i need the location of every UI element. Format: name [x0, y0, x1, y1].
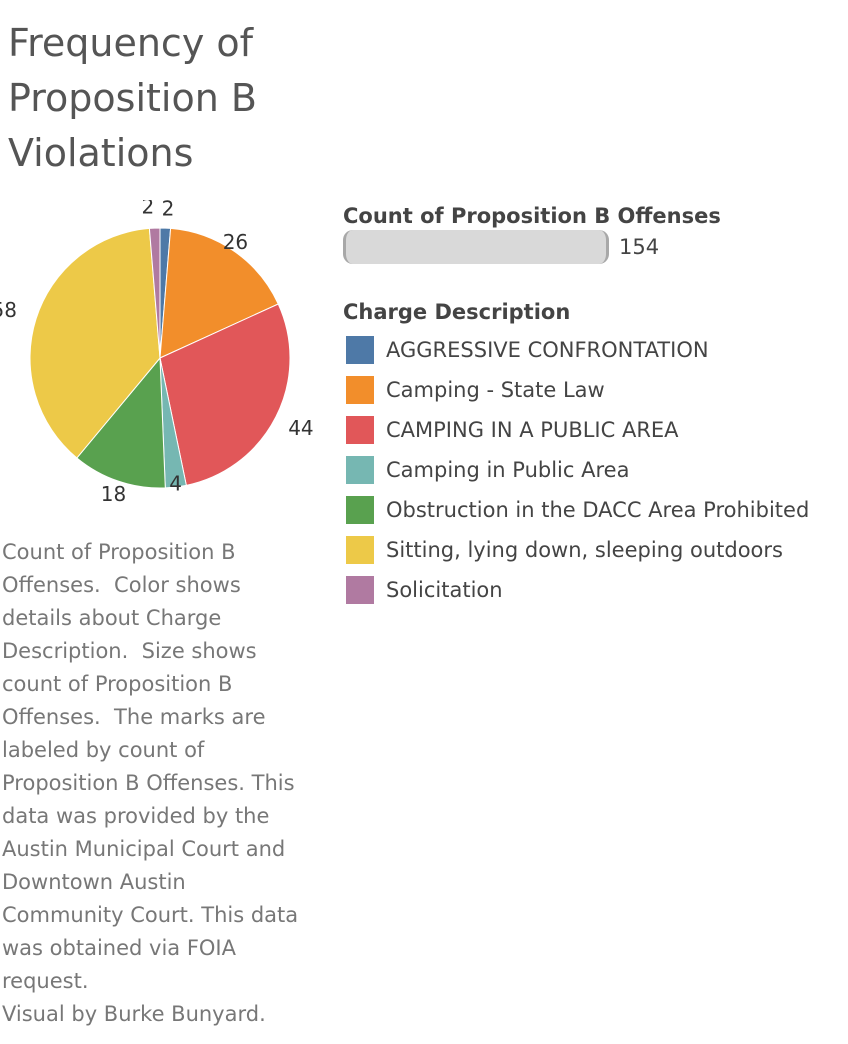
color-legend-items: AGGRESSIVE CONFRONTATION Camping - State … [343, 330, 809, 610]
legend-item[interactable]: AGGRESSIVE CONFRONTATION [343, 330, 809, 370]
legend-item[interactable]: Obstruction in the DACC Area Prohibited [343, 490, 809, 530]
pie-slice[interactable] [29, 227, 161, 459]
color-legend: Charge Description AGGRESSIVE CONFRONTAT… [343, 300, 809, 610]
size-legend-title: Count of Proposition B Offenses [343, 204, 721, 228]
pie-data-label: 18 [101, 482, 126, 506]
size-legend: Count of Proposition B Offenses 154 [343, 204, 721, 264]
legend-label: CAMPING IN A PUBLIC AREA [386, 418, 679, 442]
legend-swatch [346, 376, 374, 404]
size-legend-value: 154 [619, 235, 660, 259]
pie-slice[interactable] [76, 356, 166, 489]
color-legend-title: Charge Description [343, 300, 571, 324]
pie-data-label: 2 [142, 200, 155, 219]
size-legend-row: 154 [343, 230, 721, 264]
legend-label: Sitting, lying down, sleeping outdoors [386, 538, 783, 562]
legend-item[interactable]: Camping - State Law [343, 370, 809, 410]
legend-swatch [346, 456, 374, 484]
legend-swatch [346, 496, 374, 524]
legend-label: Solicitation [386, 578, 503, 602]
pie-slice[interactable] [159, 227, 279, 359]
chart-title: Frequency of Proposition B Violations [8, 21, 257, 175]
legend-item[interactable]: CAMPING IN A PUBLIC AREA [343, 410, 809, 450]
legend-swatch [346, 576, 374, 604]
pie-data-label: 58 [0, 298, 17, 322]
legend-swatch [346, 416, 374, 444]
pie-chart[interactable]: 22644418582 [0, 200, 330, 520]
legend-swatch [346, 336, 374, 364]
legend-label: AGGRESSIVE CONFRONTATION [386, 338, 709, 362]
pie-slice[interactable] [148, 227, 161, 359]
size-legend-bar [343, 230, 609, 264]
pie-data-label: 4 [169, 472, 182, 496]
pie-data-label: 26 [223, 230, 248, 254]
chart-caption: Count of Proposition B Offenses. Color s… [2, 540, 299, 1026]
legend-label: Camping in Public Area [386, 458, 630, 482]
pie-data-label: 2 [162, 200, 175, 221]
legend-swatch [346, 536, 374, 564]
pie-slice[interactable] [159, 303, 291, 486]
legend-item[interactable]: Solicitation [343, 570, 809, 610]
pie-data-label: 44 [288, 416, 313, 440]
legend-label: Camping - State Law [386, 378, 605, 402]
legend-label: Obstruction in the DACC Area Prohibited [386, 498, 810, 522]
legend-item[interactable]: Sitting, lying down, sleeping outdoors [343, 530, 809, 570]
legend-item[interactable]: Camping in Public Area [343, 450, 809, 490]
